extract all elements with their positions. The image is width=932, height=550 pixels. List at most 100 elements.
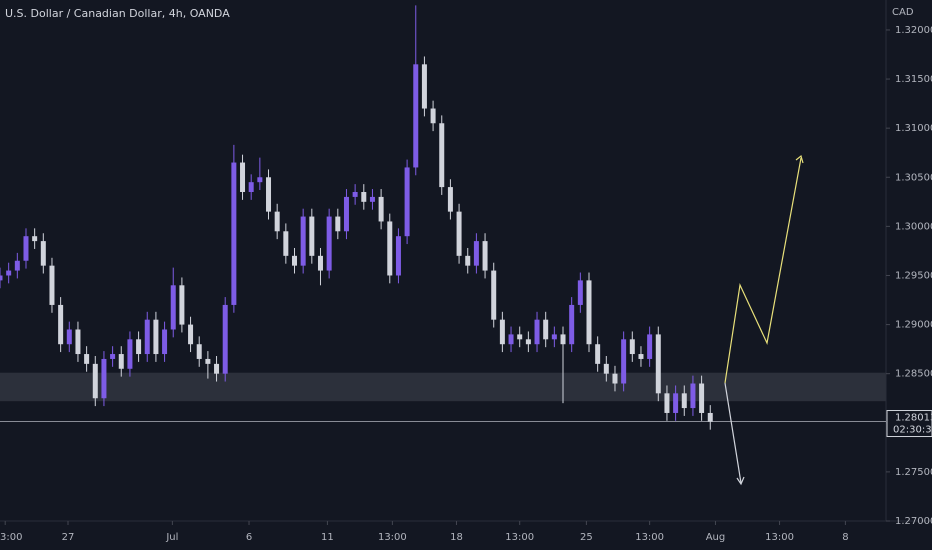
candle-body (110, 354, 116, 359)
candle-body (40, 241, 46, 266)
last-price-box (886, 410, 932, 438)
candle-body (707, 412, 713, 422)
candle-body (248, 182, 254, 192)
x-tick-label: 18 (450, 532, 463, 543)
candle-body (92, 363, 98, 399)
candle-body (638, 354, 644, 359)
candle-body (629, 339, 635, 355)
candle-body (491, 270, 497, 320)
candle-body (699, 383, 705, 413)
x-tick-label: Jul (165, 532, 178, 543)
candle-body (577, 280, 583, 305)
candle-body (447, 187, 453, 212)
y-tick-label: 1.27000 (895, 516, 932, 527)
candle-body (612, 373, 618, 384)
candle-body (586, 280, 592, 345)
y-tick-label: 1.29000 (895, 320, 932, 331)
candle-body (309, 216, 315, 256)
candle-body (23, 236, 29, 261)
x-tick-label: 13:00 (378, 532, 407, 543)
candle-body (352, 191, 358, 197)
candle-body (179, 285, 185, 325)
chart-title: U.S. Dollar / Canadian Dollar, 4h, OANDA (5, 7, 230, 20)
x-tick-label: 3:00 (0, 532, 22, 543)
candle-body (14, 260, 20, 271)
candle-body (551, 334, 557, 340)
candle-body (508, 334, 514, 345)
y-tick-label: 1.30000 (895, 221, 932, 232)
candle-body (621, 339, 627, 384)
candle-body (118, 354, 124, 369)
y-tick-label: 1.30500 (895, 172, 932, 183)
candle-body (231, 162, 237, 305)
candle-body (595, 344, 601, 364)
x-tick-label: 25 (580, 532, 593, 543)
candle-body (369, 196, 375, 202)
candle-body (482, 241, 488, 271)
candle-body (283, 231, 289, 256)
candle-body (170, 285, 176, 330)
candle-body (387, 221, 393, 276)
y-tick-label: 1.31500 (895, 74, 932, 85)
y-tick-label: 1.32000 (895, 25, 932, 36)
candle-body (317, 255, 323, 271)
candle-body (517, 334, 523, 340)
candle-body (690, 383, 696, 409)
bullish-arrowhead (795, 154, 804, 164)
y-tick-label: 1.31000 (895, 123, 932, 134)
candle-body (274, 211, 280, 232)
candle-body (266, 177, 272, 212)
candle-body (413, 64, 419, 168)
candle-body (257, 177, 263, 183)
axis-layer: 1.270001.275001.280001.285001.290001.295… (0, 25, 932, 543)
candle-body (196, 344, 202, 359)
last-price-label: 1.28013 (895, 413, 932, 424)
zone-layer (0, 372, 886, 402)
x-tick-label: 8 (842, 532, 848, 543)
candle-body (75, 329, 81, 355)
candle-body (655, 334, 661, 394)
candle-body (361, 191, 367, 202)
x-tick-label: 13:00 (635, 532, 664, 543)
candle-body (421, 64, 427, 109)
candle-body (603, 363, 609, 374)
candle-body (404, 167, 410, 237)
candle-body (222, 304, 228, 374)
candle-body (439, 123, 445, 188)
candle-body (0, 275, 3, 281)
bearish-projection (724, 382, 742, 484)
candle-body (66, 329, 72, 345)
candle-body (560, 334, 566, 345)
candle-layer (0, 5, 713, 430)
candle-body (240, 162, 246, 192)
candle-body (378, 196, 384, 222)
candle-body (214, 363, 220, 374)
candle-body (127, 339, 133, 369)
candle-body (32, 236, 38, 242)
currency-label: CAD (892, 7, 914, 18)
candle-body (162, 329, 168, 355)
bullish-projection (724, 157, 802, 384)
x-tick-label: 13:00 (765, 532, 794, 543)
candle-body (49, 265, 55, 305)
y-tick-label: 1.28500 (895, 369, 932, 380)
candle-body (525, 339, 531, 345)
candle-body (153, 319, 159, 355)
candle-body (144, 319, 150, 355)
candle-body (569, 304, 575, 345)
countdown-label: 02:30:37 (893, 425, 932, 436)
x-tick-label: Aug (706, 532, 726, 543)
candle-body (291, 255, 297, 266)
candle-body (326, 216, 332, 271)
y-tick-label: 1.29500 (895, 270, 932, 281)
candle-body (543, 319, 549, 340)
x-tick-label: 11 (321, 532, 334, 543)
candle-body (335, 216, 341, 232)
candle-body (188, 324, 194, 345)
candle-body (664, 393, 670, 413)
candle-body (430, 108, 436, 124)
candle-body (534, 319, 540, 345)
x-tick-label: 27 (62, 532, 75, 543)
